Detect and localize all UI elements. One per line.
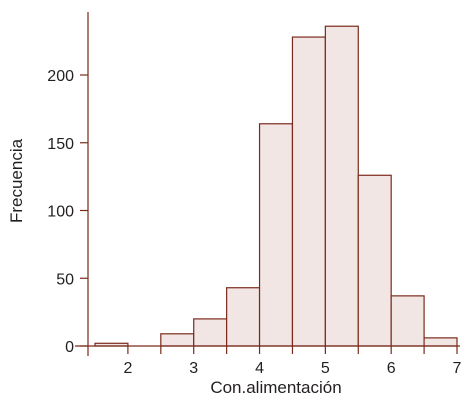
- histogram-bar-6: [258, 123, 294, 347]
- histogram-bar-11: [423, 337, 458, 347]
- x-tick-label-4: 4: [255, 360, 264, 377]
- y-tick-label-150: 150: [47, 136, 74, 153]
- x-tick-label-7: 7: [453, 360, 462, 377]
- x-axis-label: Con.alimentación: [210, 378, 341, 397]
- histogram-bar-10: [390, 295, 425, 347]
- x-tick-label-6: 6: [387, 360, 396, 377]
- histogram-bar-9: [357, 174, 392, 347]
- x-axis: 2 3 4 5 6 7: [75, 345, 462, 377]
- bars-group: [94, 25, 458, 347]
- histogram-bar-7: [291, 36, 326, 347]
- x-tick-label-3: 3: [189, 360, 198, 377]
- y-axis: 0 50 100 150 200: [47, 12, 89, 356]
- y-tick-label-50: 50: [56, 271, 74, 288]
- x-tick-label-5: 5: [321, 360, 330, 377]
- histogram-bar-3: [160, 333, 195, 347]
- x-tick-label-2: 2: [123, 360, 132, 377]
- histogram-bar-8: [324, 25, 359, 347]
- histogram-bar-5: [226, 287, 261, 347]
- y-axis-label: Frecuencia: [7, 138, 26, 223]
- y-tick-label-200: 200: [47, 68, 74, 85]
- y-tick-label-0: 0: [65, 339, 74, 356]
- histogram-bar-4: [193, 318, 228, 347]
- y-tick-label-100: 100: [47, 204, 74, 221]
